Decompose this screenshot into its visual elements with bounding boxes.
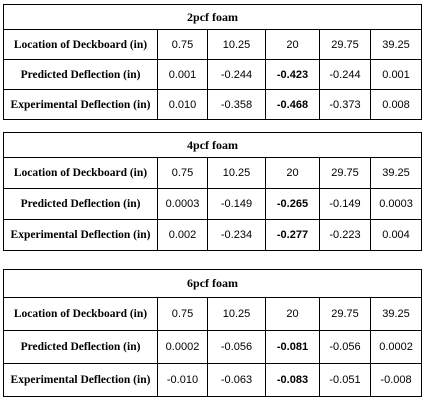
cell: -0.008 <box>369 363 423 397</box>
cell: 20 <box>265 29 320 60</box>
row-label: Predicted Deflection (in) <box>3 188 158 220</box>
cell: 0.002 <box>157 219 208 251</box>
table-2pcf-foam: 2pcf foam Location of Deckboard (in) 0.7… <box>2 4 423 120</box>
cell: 20 <box>265 297 320 331</box>
cell: -0.051 <box>319 363 371 397</box>
cell: 0.008 <box>369 89 423 120</box>
cell: 29.75 <box>319 29 371 60</box>
table-row: Predicted Deflection (in) 0.0003 -0.149 … <box>3 188 423 220</box>
cell: -0.149 <box>319 188 371 220</box>
row-label: Experimental Deflection (in) <box>3 219 158 251</box>
cell: 0.0002 <box>369 330 423 364</box>
cell: 0.0003 <box>369 188 423 220</box>
cell: -0.373 <box>319 89 371 120</box>
table-row: Predicted Deflection (in) 0.0002 -0.056 … <box>3 330 423 364</box>
table-row: Predicted Deflection (in) 0.001 -0.244 -… <box>3 59 423 90</box>
table-row: Location of Deckboard (in) 0.75 10.25 20… <box>3 297 423 331</box>
cell: -0.081 <box>265 330 320 364</box>
row-label: Predicted Deflection (in) <box>3 330 158 364</box>
row-label: Predicted Deflection (in) <box>3 59 158 90</box>
cell: 0.0003 <box>157 188 208 220</box>
cell: 20 <box>265 157 320 189</box>
cell: 0.0002 <box>157 330 208 364</box>
cell: 29.75 <box>319 297 371 331</box>
cell: 29.75 <box>319 157 371 189</box>
cell: 10.25 <box>207 297 266 331</box>
cell: 0.010 <box>157 89 208 120</box>
cell: -0.277 <box>265 219 320 251</box>
cell: 0.004 <box>369 219 423 251</box>
cell: 39.25 <box>369 157 423 189</box>
row-label: Experimental Deflection (in) <box>3 363 158 397</box>
cell: -0.468 <box>265 89 320 120</box>
table-6pcf-foam: 6pcf foam Location of Deckboard (in) 0.7… <box>2 269 423 397</box>
cell: 0.75 <box>157 29 208 60</box>
table-title: 4pcf foam <box>2 132 423 158</box>
table-row: Location of Deckboard (in) 0.75 10.25 20… <box>3 157 423 189</box>
row-label: Location of Deckboard (in) <box>3 29 158 60</box>
cell: 39.25 <box>369 29 423 60</box>
row-label: Experimental Deflection (in) <box>3 89 158 120</box>
cell: -0.010 <box>157 363 208 397</box>
cell: -0.149 <box>207 188 266 220</box>
table-title: 6pcf foam <box>2 269 423 298</box>
cell: 0.001 <box>369 59 423 90</box>
cell: -0.265 <box>265 188 320 220</box>
cell: -0.056 <box>207 330 266 364</box>
cell: -0.234 <box>207 219 266 251</box>
cell: -0.223 <box>319 219 371 251</box>
cell: -0.083 <box>265 363 320 397</box>
cell: 39.25 <box>369 297 423 331</box>
table-title: 2pcf foam <box>2 4 423 30</box>
table-row: Experimental Deflection (in) -0.010 -0.0… <box>3 363 423 397</box>
table-4pcf-foam: 4pcf foam Location of Deckboard (in) 0.7… <box>2 132 423 251</box>
cell: 0.001 <box>157 59 208 90</box>
cell: 0.75 <box>157 297 208 331</box>
cell: -0.358 <box>207 89 266 120</box>
table-row: Experimental Deflection (in) 0.002 -0.23… <box>3 219 423 251</box>
cell: -0.244 <box>319 59 371 90</box>
row-label: Location of Deckboard (in) <box>3 157 158 189</box>
table-row: Location of Deckboard (in) 0.75 10.25 20… <box>3 29 423 60</box>
row-label: Location of Deckboard (in) <box>3 297 158 331</box>
cell: -0.056 <box>319 330 371 364</box>
cell: 10.25 <box>207 157 266 189</box>
cell: -0.244 <box>207 59 266 90</box>
cell: -0.063 <box>207 363 266 397</box>
cell: 10.25 <box>207 29 266 60</box>
cell: -0.423 <box>265 59 320 90</box>
table-row: Experimental Deflection (in) 0.010 -0.35… <box>3 89 423 120</box>
cell: 0.75 <box>157 157 208 189</box>
